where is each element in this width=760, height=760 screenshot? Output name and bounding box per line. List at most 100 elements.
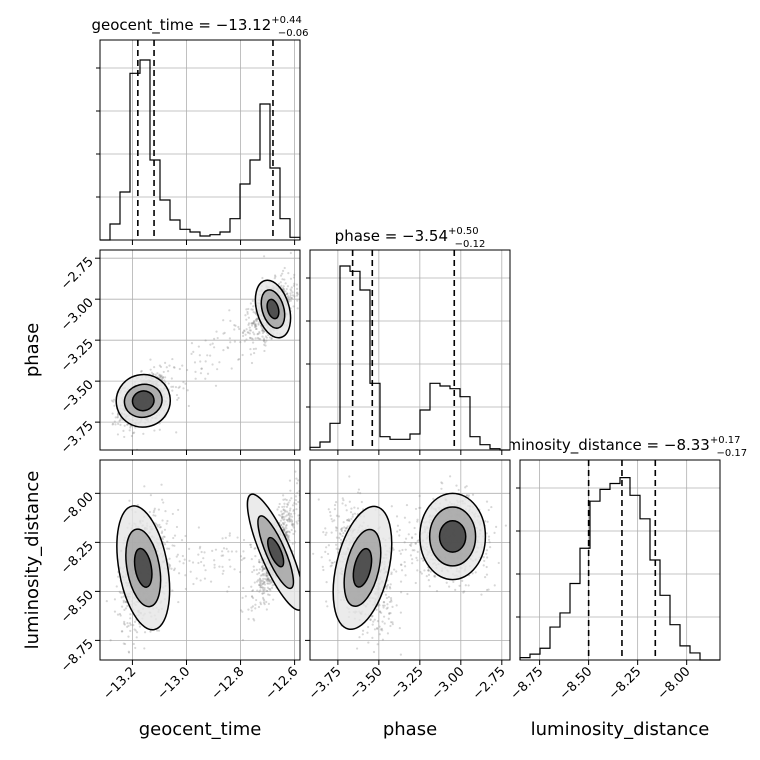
sample-point bbox=[376, 627, 379, 630]
sample-point bbox=[255, 598, 258, 602]
sample-point bbox=[261, 582, 264, 585]
sample-point bbox=[130, 434, 133, 438]
sample-point bbox=[285, 287, 288, 291]
sample-point bbox=[260, 565, 264, 569]
sample-point bbox=[174, 385, 178, 389]
sample-point bbox=[265, 578, 268, 582]
sample-point bbox=[295, 482, 299, 485]
sample-point bbox=[150, 371, 153, 374]
sample-point bbox=[242, 538, 246, 542]
sample-point bbox=[399, 653, 402, 656]
sample-point bbox=[282, 523, 285, 526]
sample-point bbox=[339, 541, 343, 544]
sample-point bbox=[222, 349, 225, 352]
sample-point bbox=[259, 578, 262, 581]
sample-point bbox=[335, 529, 338, 532]
sample-point bbox=[152, 511, 155, 514]
sample-point bbox=[214, 384, 218, 387]
sample-point bbox=[327, 544, 330, 547]
sample-point bbox=[188, 559, 191, 562]
sample-point bbox=[325, 581, 328, 584]
scatter-panel-geocent-time-vs-luminosity-distance: −13.2 −13.0 −12.8 −12.6−8.75−8.50−8.25−8.00 bbox=[58, 459, 302, 703]
sample-point bbox=[410, 536, 414, 540]
sample-point bbox=[349, 511, 353, 514]
sample-point bbox=[254, 323, 257, 326]
sample-point bbox=[265, 573, 268, 576]
sample-point bbox=[273, 277, 276, 280]
sample-point bbox=[427, 579, 430, 582]
sample-point bbox=[416, 518, 419, 521]
sample-point bbox=[149, 368, 152, 371]
sample-point bbox=[286, 537, 290, 540]
sample-point bbox=[419, 506, 422, 509]
sample-point bbox=[261, 568, 264, 571]
sample-point bbox=[287, 534, 290, 537]
sample-point bbox=[378, 610, 382, 614]
sample-point bbox=[341, 527, 344, 530]
sample-point bbox=[259, 338, 262, 341]
sample-point bbox=[253, 325, 257, 329]
sample-point bbox=[228, 337, 231, 340]
sample-point bbox=[173, 567, 176, 570]
sample-point bbox=[160, 531, 163, 535]
sample-point bbox=[454, 588, 457, 591]
sample-point bbox=[248, 336, 252, 339]
sample-point bbox=[241, 638, 245, 642]
sample-point bbox=[226, 346, 230, 350]
sample-point bbox=[249, 329, 252, 332]
sample-point bbox=[250, 595, 254, 598]
sample-point bbox=[282, 494, 285, 497]
sample-point bbox=[409, 544, 413, 547]
sample-point bbox=[281, 286, 284, 290]
sample-point bbox=[348, 519, 351, 522]
sample-point bbox=[249, 336, 252, 340]
sample-point bbox=[376, 643, 379, 646]
sample-point bbox=[293, 282, 296, 285]
sample-point bbox=[262, 574, 265, 577]
sample-point bbox=[471, 493, 475, 496]
sample-point bbox=[132, 624, 135, 627]
sample-point bbox=[257, 605, 261, 609]
sample-point bbox=[244, 333, 247, 336]
sample-point bbox=[286, 510, 289, 513]
sample-point bbox=[296, 491, 299, 494]
sample-point bbox=[346, 519, 349, 522]
sample-point bbox=[347, 519, 351, 522]
sample-point bbox=[399, 552, 402, 555]
sample-point bbox=[120, 596, 123, 599]
sample-point bbox=[324, 533, 327, 537]
sample-point bbox=[204, 377, 207, 380]
sample-point bbox=[258, 558, 261, 562]
sample-point bbox=[371, 662, 373, 664]
sample-point bbox=[280, 524, 283, 527]
sample-point bbox=[274, 275, 277, 278]
sample-point bbox=[292, 526, 295, 529]
sample-point bbox=[139, 370, 143, 373]
sample-point bbox=[300, 500, 302, 502]
sample-point bbox=[395, 515, 399, 518]
sample-point bbox=[281, 512, 284, 516]
sample-point bbox=[348, 500, 351, 503]
sample-point bbox=[284, 509, 287, 512]
sample-point bbox=[410, 536, 414, 539]
sample-point bbox=[285, 531, 289, 534]
sample-point bbox=[241, 331, 245, 334]
sample-point bbox=[288, 296, 291, 299]
sample-point bbox=[113, 420, 116, 423]
sample-point bbox=[129, 623, 132, 626]
sample-point bbox=[294, 470, 297, 473]
sample-point bbox=[398, 534, 401, 537]
sample-point bbox=[149, 630, 152, 633]
sample-point bbox=[403, 541, 406, 544]
sample-point bbox=[381, 638, 385, 641]
sample-point bbox=[250, 361, 254, 365]
sample-point bbox=[254, 555, 257, 558]
sample-point bbox=[289, 292, 292, 295]
sample-point bbox=[282, 288, 285, 291]
sample-point bbox=[488, 541, 491, 544]
sample-point bbox=[243, 340, 246, 343]
sample-point bbox=[213, 566, 216, 569]
sample-point bbox=[163, 543, 167, 546]
sample-point bbox=[484, 575, 487, 579]
sample-point bbox=[391, 621, 394, 624]
